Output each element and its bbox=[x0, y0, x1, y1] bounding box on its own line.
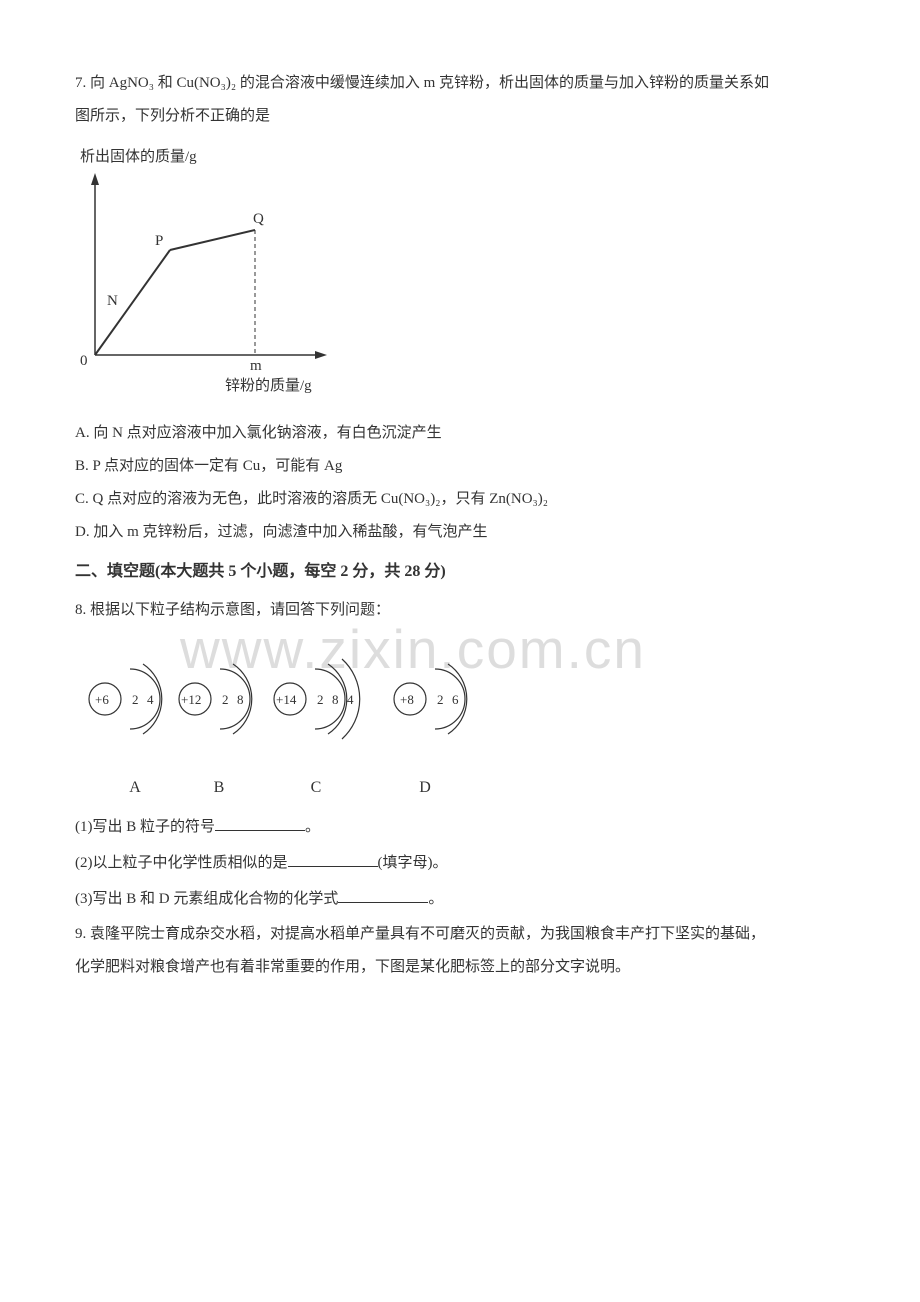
q7-option-a: A. 向 N 点对应溶液中加入氯化钠溶液，有白色沉淀产生 bbox=[75, 420, 845, 447]
q8-sub2-pre: (2)以上粒子中化学性质相似的是 bbox=[75, 855, 288, 871]
chart-ylabel: 析出固体的质量/g bbox=[80, 148, 197, 165]
atom-diagrams: +6 2 4 +12 2 8 +14 2 8 bbox=[75, 644, 845, 803]
section-title: 二、填空题(本大题共 5 个小题，每空 2 分，共 28 分) bbox=[75, 558, 845, 587]
chart-xlabel: 锌粉的质量/g bbox=[225, 377, 312, 394]
svg-text:4: 4 bbox=[347, 692, 354, 707]
blank-input[interactable] bbox=[288, 849, 378, 867]
svg-text:8: 8 bbox=[237, 692, 244, 707]
label-m: m bbox=[250, 358, 262, 374]
atom-labels: A B C D bbox=[75, 774, 845, 803]
label-a: A bbox=[105, 774, 165, 803]
atom-d: +8 2 6 bbox=[394, 664, 467, 734]
svg-text:2: 2 bbox=[132, 692, 139, 707]
x-arrow bbox=[315, 351, 327, 359]
svg-text:8: 8 bbox=[332, 692, 339, 707]
label-p: P bbox=[155, 233, 163, 249]
line-pq bbox=[170, 230, 255, 250]
q8-sub3-post: 。 bbox=[428, 891, 443, 907]
q7-chart: 析出固体的质量/g 0 N P Q m 锌粉的质量/g bbox=[75, 145, 845, 405]
svg-text:+12: +12 bbox=[181, 692, 201, 707]
q7-option-c: C. Q 点对应的溶液为无色，此时溶液的溶质无 Cu(NO₃)₂，只有 Zn(N… bbox=[75, 486, 845, 513]
q8-sub1-pre: (1)写出 B 粒子的符号 bbox=[75, 819, 215, 835]
label-b: B bbox=[189, 774, 249, 803]
y-arrow bbox=[91, 173, 99, 185]
atom-a: +6 2 4 bbox=[89, 664, 162, 734]
q8-sub2-post: (填字母)。 bbox=[378, 855, 448, 871]
blank-input[interactable] bbox=[215, 813, 305, 831]
content-area: 7. 向 AgNO₃ 和 Cu(NO₃)₂ 的混合溶液中缓慢连续加入 m 克锌粉… bbox=[75, 70, 845, 981]
label-n: N bbox=[107, 293, 118, 309]
q9-text-line2: 化学肥料对粮食增产也有着非常重要的作用，下图是某化肥标签上的部分文字说明。 bbox=[75, 954, 845, 981]
svg-text:6: 6 bbox=[452, 692, 459, 707]
q7-option-b: B. P 点对应的固体一定有 Cu，可能有 Ag bbox=[75, 453, 845, 480]
q8-sub3-pre: (3)写出 B 和 D 元素组成化合物的化学式 bbox=[75, 891, 338, 907]
q7-option-d: D. 加入 m 克锌粉后，过滤，向滤渣中加入稀盐酸，有气泡产生 bbox=[75, 519, 845, 546]
q8-sub3: (3)写出 B 和 D 元素组成化合物的化学式 。 bbox=[75, 885, 845, 913]
svg-text:+14: +14 bbox=[276, 692, 297, 707]
atom-b: +12 2 8 bbox=[179, 664, 252, 734]
q9-text-line1: 9. 袁隆平院士育成杂交水稻，对提高水稻单产量具有不可磨灭的贡献，为我国粮食丰产… bbox=[75, 921, 845, 948]
svg-text:4: 4 bbox=[147, 692, 154, 707]
atom-c: +14 2 8 4 bbox=[274, 659, 360, 739]
svg-text:2: 2 bbox=[437, 692, 444, 707]
q8-sub1-post: 。 bbox=[305, 819, 320, 835]
svg-text:2: 2 bbox=[222, 692, 229, 707]
q8-intro: 8. 根据以下粒子结构示意图，请回答下列问题： bbox=[75, 597, 845, 624]
label-d: D bbox=[395, 774, 455, 803]
blank-input[interactable] bbox=[338, 885, 428, 903]
q8-sub1: (1)写出 B 粒子的符号 。 bbox=[75, 813, 845, 841]
svg-text:+6: +6 bbox=[95, 692, 109, 707]
svg-text:+8: +8 bbox=[400, 692, 414, 707]
label-c: C bbox=[281, 774, 351, 803]
origin-label: 0 bbox=[80, 353, 88, 369]
q7-text-line2: 图所示，下列分析不正确的是 bbox=[75, 103, 845, 130]
q7-text-line1: 7. 向 AgNO₃ 和 Cu(NO₃)₂ 的混合溶液中缓慢连续加入 m 克锌粉… bbox=[75, 70, 845, 97]
label-q: Q bbox=[253, 211, 264, 227]
q8-sub2: (2)以上粒子中化学性质相似的是 (填字母)。 bbox=[75, 849, 845, 877]
svg-text:2: 2 bbox=[317, 692, 324, 707]
